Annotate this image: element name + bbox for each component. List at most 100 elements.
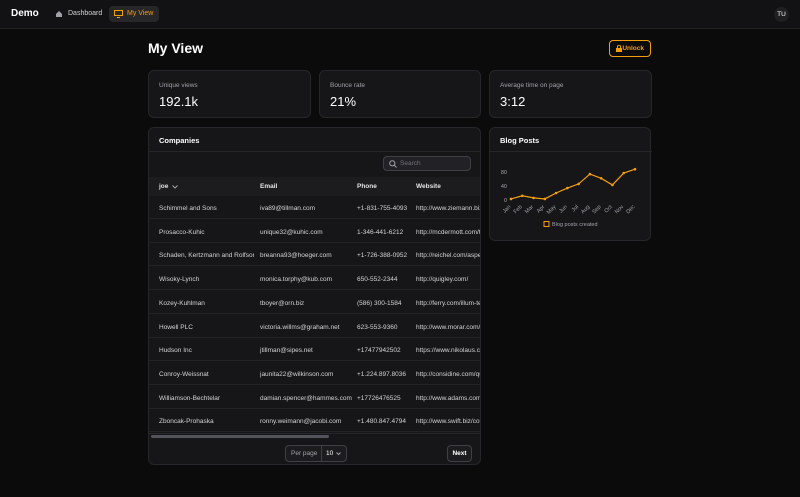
x-tick-label: Feb [513, 204, 524, 215]
point [554, 191, 558, 195]
per-page-select[interactable]: Per page 10 [285, 445, 347, 462]
nav-link[interactable]: Dashboard [50, 6, 108, 22]
nav-link-active[interactable]: My View [109, 6, 160, 22]
unlock-text: Unlock [622, 45, 644, 52]
table-cell: http://considine.com/qu [416, 370, 481, 378]
search-placeholder: Search [400, 160, 421, 167]
page-title: My View [148, 40, 203, 56]
x-tick-label: Mar [524, 204, 535, 215]
table-cell: +1-726-388-0952 [357, 252, 408, 260]
legend-swatch [543, 221, 550, 227]
view-icon [114, 10, 123, 18]
x-tick-label: May [546, 204, 558, 216]
table-cell: ronny.weimann@jacobi.com [260, 418, 342, 426]
sort-icon [172, 185, 178, 189]
table-cell: Hudson Inc [159, 347, 192, 355]
table-cell: damian.spencer@hammes.com [260, 394, 352, 402]
search-icon [389, 160, 397, 168]
table-cell: Williamson-Bechtelar [159, 394, 221, 402]
table-cell: Zboncak-Prohaska [159, 418, 214, 426]
table-cell: http://mcdermott.com/t [416, 228, 481, 236]
unlock-button[interactable]: Unlock [609, 40, 651, 57]
point [532, 196, 535, 200]
point [611, 183, 614, 187]
divider [149, 433, 480, 434]
table-cell: Kozey-Kuhlman [159, 299, 205, 307]
table-cell: Prosacco-Kuhic [159, 228, 205, 236]
x-tick-label: Dec [625, 204, 636, 215]
row-divider [149, 289, 480, 291]
point [509, 197, 513, 201]
table-cell: victoria.willms@graham.net [260, 323, 340, 331]
home-icon [56, 11, 62, 17]
table-cell: +1.480.847.4794 [357, 418, 406, 426]
stat-label: Average time on page [500, 82, 564, 89]
table-cell: http://quigley.com/ [416, 276, 469, 284]
table-cell: https://www.nikolaus.co [416, 347, 481, 355]
table-cell: Wisoky-Lynch [159, 276, 200, 284]
blog-card: Blog Posts [489, 127, 652, 241]
table-cell: Howell PLC [159, 323, 193, 331]
nav-link-text: My View [127, 10, 154, 17]
card-title: Companies [159, 136, 200, 145]
row-divider [149, 360, 480, 362]
table-cell: jaunita22@wilkinson.com [260, 370, 334, 378]
point [633, 167, 637, 171]
x-tick-label: Nov [614, 204, 625, 215]
row-divider [149, 312, 480, 314]
table-cell: +17477942502 [357, 347, 401, 355]
table-cell: 650-552-2344 [357, 276, 398, 284]
stat-value: 192.1k [159, 94, 199, 109]
x-tick-label: Jan [502, 204, 513, 215]
row-divider [149, 383, 480, 385]
chevron [336, 452, 341, 456]
divider [490, 151, 652, 152]
scrollbar[interactable] [151, 435, 329, 438]
series-line [510, 168, 636, 200]
nav-link-text: Dashboard [68, 10, 103, 17]
table-cell: http://www.swift.biz/co [416, 418, 480, 426]
table-cell: http://www.ziemann.biz [416, 205, 481, 212]
y-tick-label: 0 [504, 198, 507, 204]
table-cell: http://www.adams.com [416, 394, 481, 402]
brand[interactable]: Demo [11, 8, 39, 19]
companies-card: Companies Search Per page 10 Next joe Ema… [148, 127, 481, 465]
column-header: Website [416, 183, 441, 190]
table-cell: +1-831-755-4093 [357, 205, 408, 212]
avatar[interactable]: TU [774, 7, 789, 22]
column-header[interactable]: joe [159, 183, 169, 190]
table-cell: breanna93@hoeger.com [260, 252, 332, 260]
table-cell: iva89@tillman.com [260, 205, 316, 212]
table-cell: monica.torphy@kub.com [260, 276, 332, 284]
table-cell: 1-346-441-6212 [357, 228, 404, 236]
table-cell: 623-553-9360 [357, 323, 398, 331]
card-title: Blog Posts [500, 136, 540, 145]
next-button[interactable]: Next [447, 445, 472, 462]
table-cell: +1.224.897.8036 [357, 370, 406, 378]
divider [149, 151, 480, 152]
table-header-row [149, 177, 480, 196]
stat-card: Bounce rate 21% [319, 70, 481, 118]
x-tick-label: Sep [591, 204, 602, 215]
table-cell: +17726476525 [357, 394, 401, 402]
table-cell: http://www.morar.com/ [416, 323, 481, 331]
lock-icon [616, 45, 622, 52]
table-cell: http://ferry.com/illum-te [416, 299, 481, 307]
table-cell: Schaden, Kertzmann and Rolfson [159, 252, 254, 260]
row-divider [149, 218, 480, 219]
table-cell: Conroy-Weissnat [159, 370, 209, 378]
search-input[interactable]: Search [383, 156, 471, 171]
stat-card: Average time on page 3:12 [489, 70, 652, 118]
x-tick-label: Apr [536, 204, 546, 214]
top-nav: Demo Dashboard My View TU [0, 0, 800, 29]
point [566, 186, 569, 190]
legend-label: Blog posts created [552, 222, 598, 228]
y-tick-label: 40 [501, 184, 507, 190]
row-divider [149, 407, 480, 409]
point [599, 177, 603, 180]
stat-card: Unique views 192.1k [148, 70, 311, 118]
point [577, 182, 580, 186]
x-tick-label: Jun [558, 204, 569, 215]
point [622, 171, 626, 175]
